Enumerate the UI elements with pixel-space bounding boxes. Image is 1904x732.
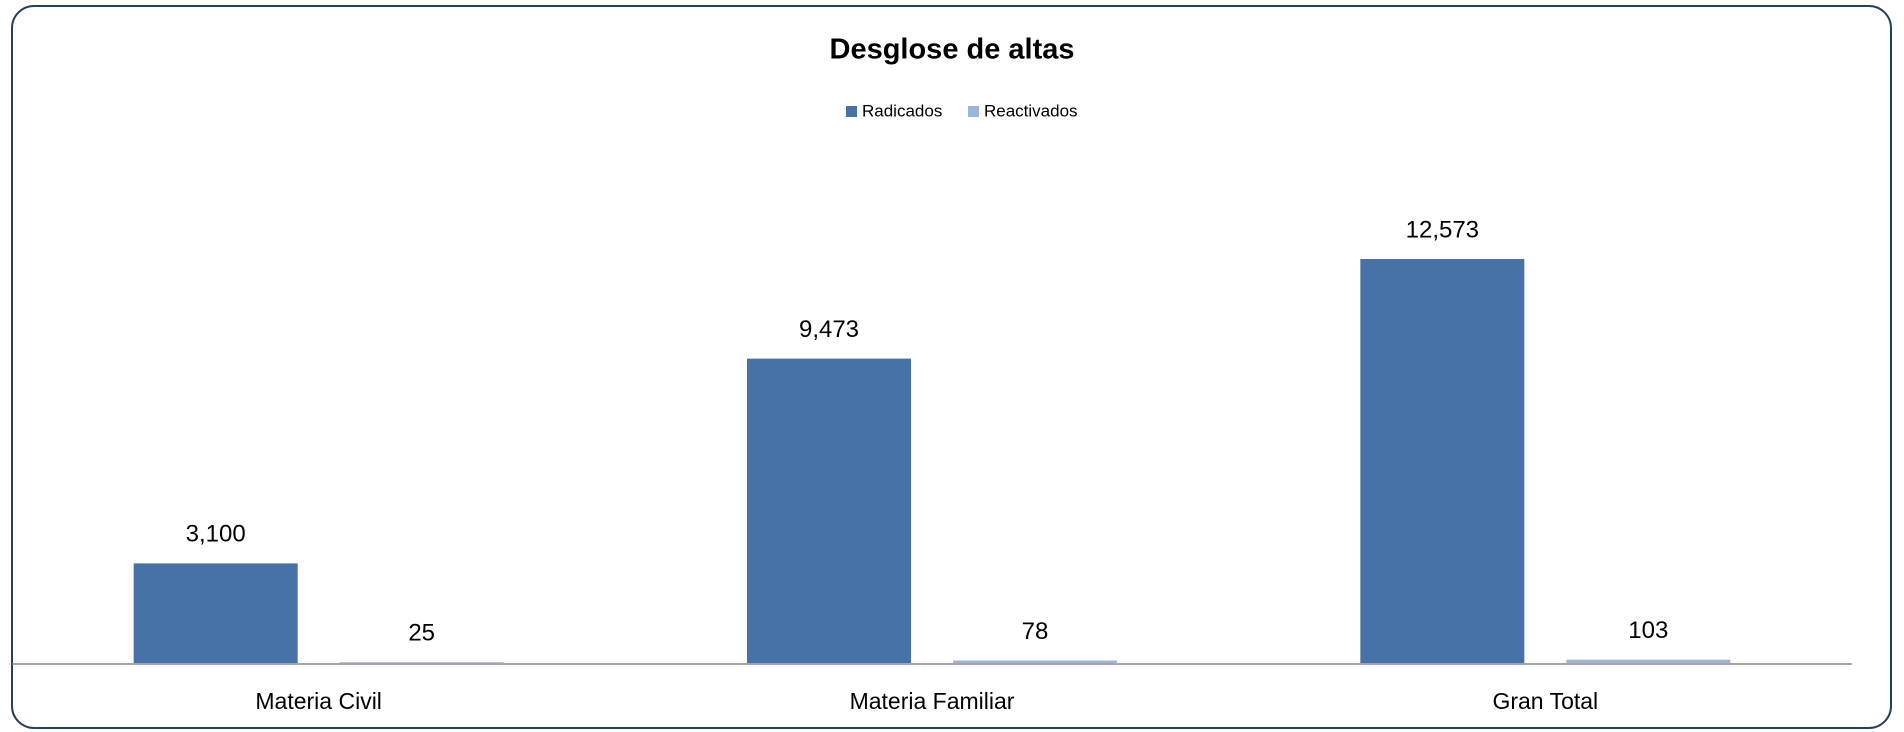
data-label: 12,573 — [1406, 216, 1479, 243]
bar — [747, 358, 911, 663]
bar — [339, 662, 504, 663]
bar — [133, 563, 298, 663]
x-tick-label: Gran Total — [1492, 688, 1598, 714]
data-label: 103 — [1628, 617, 1668, 644]
legend-swatch — [968, 106, 979, 117]
bar — [1566, 659, 1731, 663]
data-label: 9,473 — [799, 316, 859, 343]
data-label: 78 — [1022, 618, 1049, 645]
x-tick-label: Materia Civil — [255, 688, 382, 714]
bar — [953, 660, 1117, 663]
x-tick-label: Materia Familiar — [850, 688, 1015, 714]
legend-label: Radicados — [862, 101, 942, 120]
data-label: 25 — [408, 620, 435, 647]
data-label: 3,100 — [186, 521, 246, 548]
bar — [1360, 259, 1525, 663]
legend-swatch — [846, 106, 857, 117]
legend-label: Reactivados — [984, 101, 1078, 120]
chart-title: Desglose de altas — [830, 34, 1075, 66]
